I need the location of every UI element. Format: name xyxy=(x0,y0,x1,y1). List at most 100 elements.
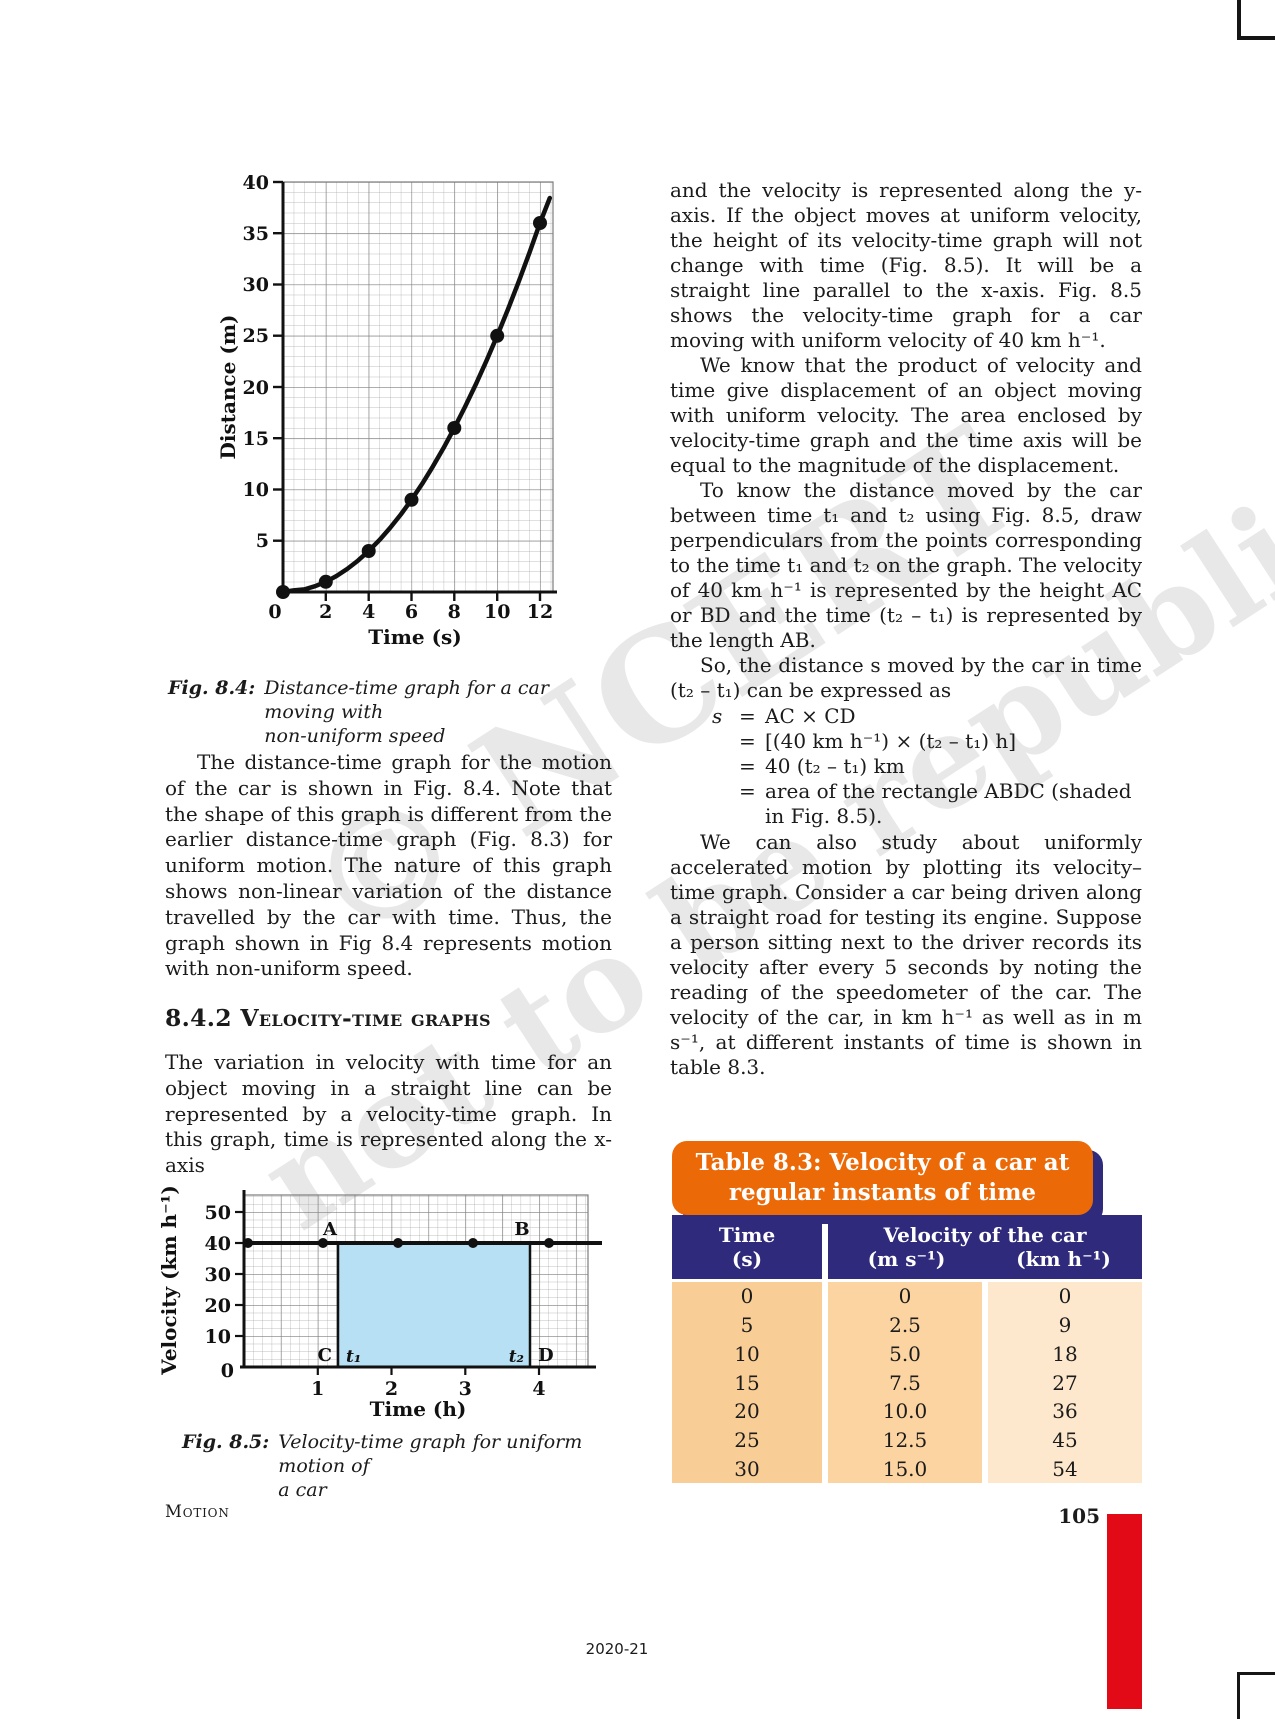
svg-text:15: 15 xyxy=(243,428,269,450)
table-cell: 0 xyxy=(898,1284,912,1309)
eq-rhs: AC × CD xyxy=(765,704,856,728)
svg-text:C: C xyxy=(318,1345,332,1366)
fig85-ytick-labels: 50 40 30 20 10 0 xyxy=(205,1202,234,1382)
section-heading-8-4-2: 8.4.2 Velocity-time graphs xyxy=(165,1004,491,1032)
fig85-ylabel: Velocity (km h⁻¹) xyxy=(160,1185,181,1376)
edition-year-footer: 2020-21 xyxy=(585,1640,649,1658)
table-column-time: 0 5 10 15 20 25 30 xyxy=(672,1282,822,1483)
table-cell: 0 xyxy=(740,1284,754,1309)
fig84-xtick-labels: 0 2 4 6 8 10 12 xyxy=(268,601,553,623)
table-cell: 5.0 xyxy=(889,1341,921,1366)
left-column-paragraph-2: The variation in velocity with time for … xyxy=(165,1050,612,1179)
fig84-ylabel: Distance (m) xyxy=(216,315,240,460)
svg-text:2: 2 xyxy=(385,1378,398,1400)
unit-ms: (m s⁻¹) xyxy=(867,1247,946,1271)
eq-rhs: [(40 km h⁻¹) × (t₂ – t₁) h] xyxy=(765,729,1017,753)
eq-rel: = xyxy=(739,729,756,753)
svg-text:3: 3 xyxy=(459,1378,472,1400)
header-time-label: Time xyxy=(718,1223,776,1247)
fig84-caption-label: Fig. 8.4: xyxy=(168,677,256,699)
right-paragraph-4: So, the distance s moved by the car in t… xyxy=(670,653,1142,702)
svg-text:10: 10 xyxy=(484,601,510,623)
table-cell: 10.0 xyxy=(882,1399,928,1424)
fig84-caption-text: Distance-time graph for a car moving wit… xyxy=(264,677,549,747)
table-cell: 54 xyxy=(1052,1456,1078,1481)
eq-lhs xyxy=(712,729,739,754)
table-cell: 7.5 xyxy=(889,1370,921,1395)
fig84-data-points xyxy=(276,216,547,599)
eq-lhs xyxy=(712,754,739,779)
paragraph: The distance-time graph for the motion o… xyxy=(165,750,612,981)
red-page-edge-bar xyxy=(1107,1514,1142,1709)
table-cell: 10 xyxy=(734,1341,760,1366)
table-cell: 0 xyxy=(1058,1284,1072,1309)
equation-row: = 40 (t₂ – t₁) km xyxy=(712,754,1142,779)
table-cell: 36 xyxy=(1052,1399,1078,1424)
fig84-grid xyxy=(282,181,554,593)
equation-row: = area of the rectangle ABDC (shaded in … xyxy=(712,779,1142,829)
svg-text:4: 4 xyxy=(532,1378,545,1400)
svg-text:30: 30 xyxy=(243,274,269,296)
svg-text:A: A xyxy=(322,1219,338,1240)
svg-text:B: B xyxy=(514,1219,529,1240)
fig85-ticks xyxy=(235,1210,541,1375)
svg-text:1: 1 xyxy=(311,1378,324,1400)
fig85-caption: Fig. 8.5: Velocity-time graph for unifor… xyxy=(182,1430,612,1502)
svg-text:D: D xyxy=(538,1345,554,1366)
fig85-svg: 50 40 30 20 10 0 1 2 3 4 A B C t₁ t₂ D T… xyxy=(157,1185,602,1421)
svg-text:6: 6 xyxy=(405,601,418,623)
bottom-right-corner-mark xyxy=(1237,1672,1275,1719)
right-paragraph-3: To know the distance moved by the car be… xyxy=(670,478,1142,652)
fig85-xlabel: Time (h) xyxy=(370,1397,467,1421)
eq-rhs: 40 (t₂ – t₁) km xyxy=(765,754,905,778)
table-cell: 15.0 xyxy=(882,1456,928,1481)
fig84-ytick-labels: 40 35 30 25 20 15 10 5 xyxy=(243,172,269,552)
table-cell: 30 xyxy=(734,1456,760,1481)
eq-rhs: area of the rectangle ABDC (shaded in Fi… xyxy=(765,779,1132,828)
eq-lhs xyxy=(712,779,739,829)
table-header-velocity: Velocity of the car (m s⁻¹) (km h⁻¹) xyxy=(828,1215,1142,1279)
svg-text:10: 10 xyxy=(205,1326,231,1348)
header-time-unit: (s) xyxy=(731,1247,763,1271)
svg-text:0: 0 xyxy=(221,1360,234,1382)
svg-text:t₁: t₁ xyxy=(346,1347,361,1367)
fig84-ticks xyxy=(273,180,542,601)
table-cell: 15 xyxy=(734,1370,760,1395)
svg-text:25: 25 xyxy=(243,325,269,347)
table-column-velocity-kmh: 0 9 18 27 36 45 54 xyxy=(988,1282,1142,1483)
svg-text:0: 0 xyxy=(268,601,281,623)
eq-lhs: s xyxy=(712,704,723,728)
distance-equations: s = AC × CD = [(40 km h⁻¹) × (t₂ – t₁) h… xyxy=(712,704,1142,829)
svg-text:40: 40 xyxy=(243,172,269,194)
fig85-caption-text: Velocity-time graph for uniform motion o… xyxy=(278,1431,583,1501)
eq-rel: = xyxy=(739,779,756,803)
fig85-data-points xyxy=(243,1238,554,1248)
right-paragraph-2: We know that the product of velocity and… xyxy=(670,353,1142,477)
fig84-caption: Fig. 8.4: Distance-time graph for a car … xyxy=(168,676,608,748)
fig84-svg: 40 35 30 25 20 15 10 5 0 2 4 6 8 10 12 T… xyxy=(216,172,557,649)
svg-text:35: 35 xyxy=(243,223,269,245)
right-paragraph-5: We can also study about uniformly accele… xyxy=(670,830,1142,1079)
svg-text:8: 8 xyxy=(448,601,461,623)
right-paragraph-1: and the velocity is represented along th… xyxy=(670,178,1142,352)
fig84-xlabel: Time (s) xyxy=(368,625,462,649)
header-velocity-label: Velocity of the car xyxy=(883,1223,1087,1247)
fig85-xtick-labels: 1 2 3 4 xyxy=(311,1378,545,1400)
svg-text:4: 4 xyxy=(362,601,375,623)
table-cell: 25 xyxy=(734,1427,760,1452)
table-cell: 2.5 xyxy=(889,1313,921,1338)
page-number: 105 xyxy=(1058,1504,1100,1528)
table-cell: 12.5 xyxy=(882,1427,928,1452)
paragraph: The variation in velocity with time for … xyxy=(165,1050,612,1178)
svg-text:2: 2 xyxy=(319,601,332,623)
fig85-caption-label: Fig. 8.5: xyxy=(182,1431,270,1453)
right-column: and the velocity is represented along th… xyxy=(670,178,1142,1080)
figure-8-5-velocity-time-graph: 50 40 30 20 10 0 1 2 3 4 A B C t₁ t₂ D T… xyxy=(157,1128,610,1423)
running-footer-chapter: Motion xyxy=(165,1502,230,1521)
table-cell: 27 xyxy=(1052,1370,1078,1395)
svg-text:t₂: t₂ xyxy=(509,1347,524,1367)
table-cell: 5 xyxy=(740,1313,754,1338)
fig85-shaded-rectangle xyxy=(336,1243,532,1367)
svg-text:12: 12 xyxy=(527,601,553,623)
